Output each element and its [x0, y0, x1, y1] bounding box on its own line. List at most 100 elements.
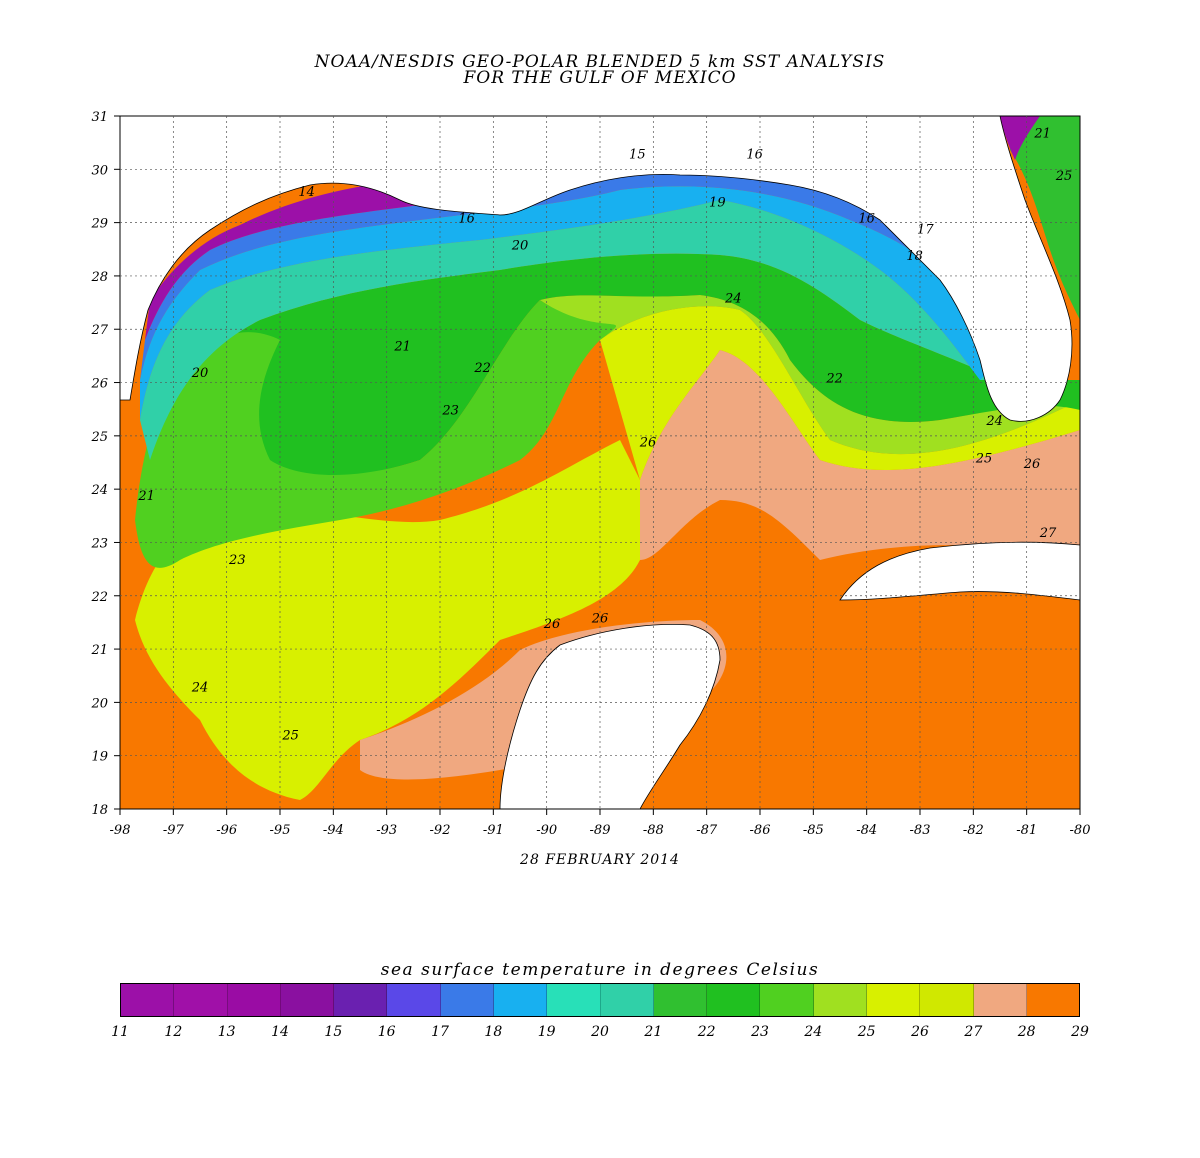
colorbar-segment	[440, 984, 494, 1016]
sst-zone-26-27	[640, 350, 1080, 560]
lon-tick-label: -93	[376, 823, 397, 838]
map-title-line1: NOAA/NESDIS GEO-POLAR BLENDED 5 km SST A…	[314, 52, 886, 72]
lon-tick-label: -89	[590, 823, 611, 838]
colorbar-segment	[547, 984, 601, 1016]
colorbar-segment	[387, 984, 441, 1016]
contour-label: 21	[393, 340, 411, 355]
contour-label: 22	[473, 361, 491, 376]
analysis-date: 28 FEBRUARY 2014	[520, 852, 680, 868]
lat-tick-label: 24	[90, 483, 108, 498]
lon-tick-label: -91	[483, 823, 504, 838]
lon-tick-label: -95	[270, 823, 291, 838]
contour-label: 20	[511, 238, 529, 253]
colorbar-segment	[973, 984, 1027, 1016]
contour-label: 24	[724, 292, 742, 307]
contour-label: 21	[137, 489, 155, 504]
sst-zone-25-east	[600, 306, 1080, 480]
contour-label: 22	[825, 372, 843, 387]
lon-tick-label: -82	[963, 823, 984, 838]
sst-zone-20	[140, 200, 1000, 460]
colorbar-segment	[227, 984, 281, 1016]
colorbar-segment	[174, 984, 228, 1016]
contour-labels: 14 15 16 16 19 20 16 18 17 21 22 23 20 24 22 26 24 25 26 27…	[137, 126, 1072, 743]
colorbar-segment	[707, 984, 761, 1016]
contour-label: 23	[228, 553, 246, 568]
colorbar-label: 28	[1017, 1024, 1036, 1040]
lat-tick-label: 27	[90, 323, 108, 338]
colorbar-segment	[920, 984, 974, 1016]
lon-tick-label: -87	[696, 823, 718, 838]
contour-label: 21	[1033, 126, 1051, 141]
lon-tick-label: -92	[430, 823, 451, 838]
colorbar-label: 26	[911, 1024, 929, 1040]
contour-label: 16	[858, 212, 875, 227]
contour-label: 14	[298, 185, 315, 200]
lat-tick-label: 21	[90, 643, 108, 658]
lat-tick-label: 19	[91, 750, 108, 765]
lat-tick-label: 22	[90, 590, 108, 605]
lat-tick-label: 20	[90, 696, 108, 711]
lat-tick-label: 25	[90, 430, 108, 445]
colorbar-label: 23	[751, 1024, 769, 1040]
colorbar-label: 15	[324, 1024, 343, 1040]
colorbar-label: 29	[1071, 1024, 1089, 1040]
colorbar-segment	[121, 984, 175, 1016]
colorbar-label: 16	[377, 1024, 396, 1040]
lon-tick-label: -86	[750, 823, 771, 838]
lon-tick-label: -85	[803, 823, 824, 838]
contour-label: 26	[543, 617, 561, 632]
contour-label: 25	[975, 452, 993, 467]
lat-tick-label: 30	[91, 163, 108, 178]
land-mexico-yucatan	[499, 623, 721, 809]
contour-label: 26	[1023, 457, 1041, 472]
colorbar-label: 24	[804, 1024, 823, 1040]
lat-tick-label: 31	[91, 110, 108, 125]
colorbar-label: 12	[164, 1024, 183, 1040]
colorbar-labels: 11 12 13 14 15 16 17 18 19 20 21 22 23 24 25 26 27 28 29	[0, 1024, 1200, 1044]
lat-tick-label: 28	[90, 270, 108, 285]
colorbar-segment	[334, 984, 388, 1016]
lon-tick-label: -88	[643, 823, 664, 838]
colorbar-label: 19	[537, 1024, 556, 1040]
lon-tick-label: -94	[323, 823, 344, 838]
sst-map: -98 -97 -96 -95 -94 -93 -92 -91 -90 -89 -88 -87 -86 -…	[90, 110, 1091, 838]
sst-zone-florida-cold	[1000, 116, 1040, 160]
contour-label: 25	[281, 729, 299, 744]
colorbar-segment	[813, 984, 867, 1016]
lon-tick-label: -80	[1070, 823, 1091, 838]
sst-zone-18	[140, 186, 990, 420]
colorbar-label: 25	[857, 1024, 876, 1040]
colorbar-segment	[866, 984, 921, 1016]
contour-label: 25	[1055, 169, 1073, 184]
contour-label: 24	[191, 681, 209, 696]
sst-zone-24	[540, 295, 1080, 455]
colorbar-label: 17	[431, 1024, 449, 1040]
contour-label: 27	[1039, 526, 1057, 541]
lat-tick-label: 18	[91, 803, 108, 818]
contour-label: 20	[191, 366, 209, 381]
colorbar-segment	[760, 984, 814, 1016]
lon-tick-label: -96	[216, 823, 237, 838]
colorbar-label: 20	[591, 1024, 609, 1040]
graticule-grid	[120, 116, 1080, 809]
contour-label: 19	[709, 196, 726, 211]
sst-zone-14	[145, 147, 940, 340]
contour-label: 24	[985, 414, 1003, 429]
lat-tick-label: 23	[90, 536, 108, 551]
contour-label: 16	[458, 212, 475, 227]
contour-label: 26	[591, 611, 609, 626]
sst-zone-22	[150, 253, 1080, 504]
lon-tick-label: -90	[536, 823, 557, 838]
colorbar-label: 14	[271, 1024, 289, 1040]
contour-label: 15	[629, 148, 646, 163]
colorbar-segment	[653, 984, 708, 1016]
colorbar-label: 13	[217, 1024, 236, 1040]
lon-tick-label: -81	[1016, 823, 1037, 838]
land-north-america	[120, 116, 1073, 422]
colorbar-label: 27	[964, 1024, 983, 1040]
map-title-line2: FOR THE GULF OF MEXICO	[463, 68, 737, 88]
contour-label: 18	[906, 249, 923, 264]
lon-tick-label: -83	[910, 823, 931, 838]
lat-tick-label: 29	[90, 217, 108, 232]
colorbar-label: 11	[111, 1024, 129, 1040]
